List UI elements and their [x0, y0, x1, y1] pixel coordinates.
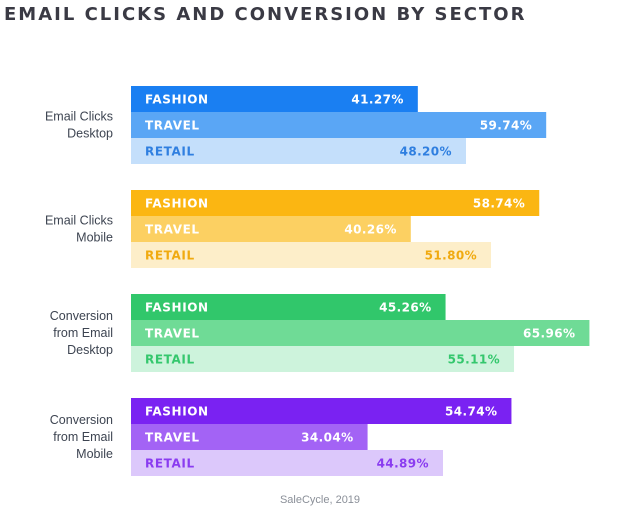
bar-category-label: FASHION: [145, 197, 209, 211]
group-label-line: from Email: [53, 430, 113, 444]
bar-value-label: 51.80%: [425, 249, 477, 263]
bar-value-label: 45.26%: [379, 301, 431, 315]
bar-category-label: RETAIL: [145, 353, 195, 367]
bar-category-label: TRAVEL: [145, 431, 200, 445]
bar-retail: [131, 346, 515, 372]
group-label-line: Email Clicks: [45, 110, 113, 124]
bar-category-label: RETAIL: [145, 145, 195, 159]
bar-category-label: FASHION: [145, 93, 209, 107]
bar-retail: [131, 138, 466, 164]
chart-source: SaleCycle, 2019: [279, 494, 361, 506]
bar-value-label: 58.74%: [473, 197, 525, 211]
bar-category-label: FASHION: [145, 301, 209, 315]
bar-value-label: 40.26%: [344, 223, 396, 237]
bar-travel: [131, 112, 547, 138]
bar-category-label: TRAVEL: [145, 223, 200, 237]
bar-category-label: RETAIL: [145, 457, 195, 471]
bar-value-label: 54.74%: [445, 405, 497, 419]
group-label-line: Conversion: [50, 309, 113, 323]
bar-fashion: [131, 190, 540, 216]
bar-value-label: 41.27%: [351, 93, 403, 107]
group-label-line: Conversion: [50, 413, 113, 427]
bar-category-label: RETAIL: [145, 249, 195, 263]
bar-value-label: 55.11%: [448, 353, 500, 367]
bar-fashion: [131, 398, 512, 424]
bar-value-label: 34.04%: [301, 431, 353, 445]
bar-retail: [131, 450, 443, 476]
group-label-line: Mobile: [76, 447, 113, 461]
bar-travel: [131, 216, 411, 242]
bar-fashion: [131, 294, 446, 320]
group-label-line: Desktop: [67, 343, 113, 357]
group-label-line: from Email: [53, 326, 113, 340]
group-label-line: Email Clicks: [45, 214, 113, 228]
bar-travel: [131, 320, 590, 346]
bar-value-label: 65.96%: [523, 327, 575, 341]
bar-travel: [131, 424, 368, 450]
group-label-line: Desktop: [67, 127, 113, 141]
bar-value-label: 59.74%: [480, 119, 532, 133]
group-label-line: Mobile: [76, 231, 113, 245]
bar-retail: [131, 242, 492, 268]
bar-value-label: 48.20%: [400, 145, 452, 159]
bar-value-label: 44.89%: [377, 457, 429, 471]
bar-category-label: FASHION: [145, 405, 209, 419]
chart-title: EMAIL CLICKS AND CONVERSION BY SECTOR: [4, 4, 527, 25]
bar-category-label: TRAVEL: [145, 119, 200, 133]
bar-fashion: [131, 86, 418, 112]
bar-category-label: TRAVEL: [145, 327, 200, 341]
